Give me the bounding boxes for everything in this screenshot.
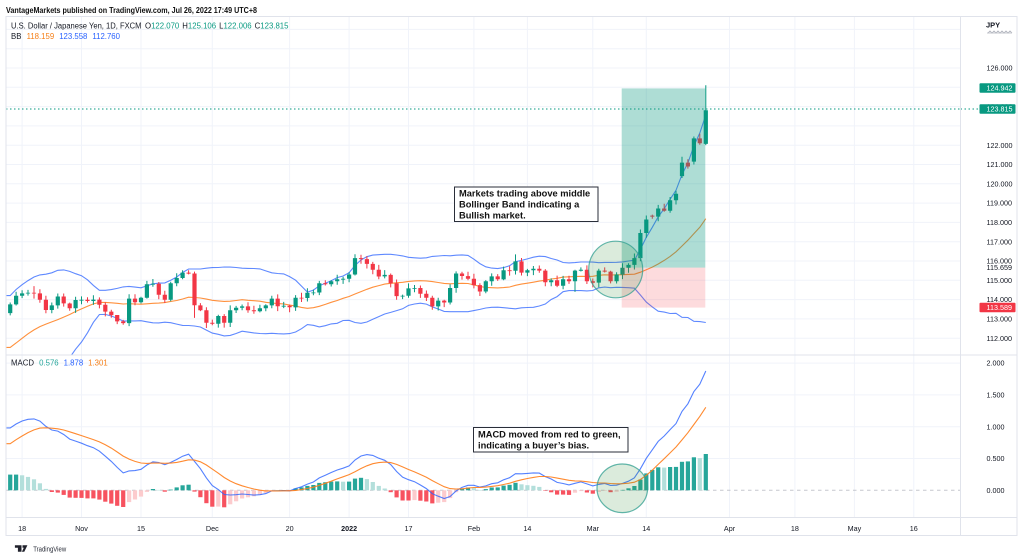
- svg-text:VantageMarkets published on Tr: VantageMarkets published on TradingView.…: [6, 5, 257, 15]
- svg-text:120.000: 120.000: [987, 179, 1013, 188]
- svg-text:Apr: Apr: [724, 524, 736, 533]
- svg-text:18: 18: [791, 524, 799, 533]
- svg-text:116.000: 116.000: [987, 257, 1012, 266]
- svg-text:113.000: 113.000: [987, 315, 1012, 324]
- svg-text:Nov: Nov: [75, 524, 88, 533]
- svg-text:124.942: 124.942: [987, 84, 1013, 93]
- svg-text:117.000: 117.000: [987, 237, 1012, 246]
- svg-text:15: 15: [137, 524, 145, 533]
- svg-text:118.000: 118.000: [987, 218, 1012, 227]
- svg-text:1.500: 1.500: [987, 391, 1005, 400]
- svg-text:17: 17: [405, 524, 413, 533]
- svg-text:20: 20: [286, 524, 294, 533]
- svg-text:Markets trading above middle: Markets trading above middle: [459, 189, 590, 199]
- svg-text:Dec: Dec: [206, 524, 219, 533]
- svg-text:122.000: 122.000: [987, 141, 1013, 150]
- svg-text:Bullish market.: Bullish market.: [459, 211, 526, 221]
- svg-text:Bollinger Band indicating a: Bollinger Band indicating a: [459, 200, 580, 210]
- svg-text:115.659: 115.659: [987, 263, 1012, 272]
- svg-text:119.000: 119.000: [987, 199, 1012, 208]
- svg-text:123.815: 123.815: [987, 105, 1013, 114]
- svg-text:TradingView: TradingView: [33, 544, 66, 553]
- svg-text:0.000: 0.000: [987, 486, 1005, 495]
- svg-text:May: May: [848, 524, 862, 533]
- svg-text:MACD moved from red to green,: MACD moved from red to green,: [478, 430, 621, 440]
- svg-text:112.000: 112.000: [987, 334, 1012, 343]
- svg-text:Feb: Feb: [468, 524, 480, 533]
- svg-text:115.000: 115.000: [987, 276, 1012, 285]
- svg-text:14: 14: [642, 524, 650, 533]
- svg-text:Mar: Mar: [587, 524, 600, 533]
- svg-text:114.000: 114.000: [987, 295, 1012, 304]
- svg-text:2022: 2022: [341, 524, 357, 533]
- svg-text:2.000: 2.000: [987, 359, 1005, 368]
- svg-text:113.589: 113.589: [987, 303, 1012, 312]
- svg-text:121.000: 121.000: [987, 160, 1013, 169]
- svg-text:126.000: 126.000: [987, 64, 1013, 73]
- svg-text:14: 14: [523, 524, 531, 533]
- svg-text:18: 18: [18, 524, 26, 533]
- svg-text:16: 16: [910, 524, 918, 533]
- svg-text:0.500: 0.500: [987, 454, 1005, 463]
- svg-text:1.000: 1.000: [987, 422, 1005, 431]
- svg-text:JPY: JPY: [986, 21, 1000, 30]
- svg-text:indicating a buyer’s bias.: indicating a buyer’s bias.: [478, 441, 589, 451]
- svg-text:U.S. Dollar / Japanese Yen, 1D: U.S. Dollar / Japanese Yen, 1D, FXCM O122…: [11, 22, 289, 31]
